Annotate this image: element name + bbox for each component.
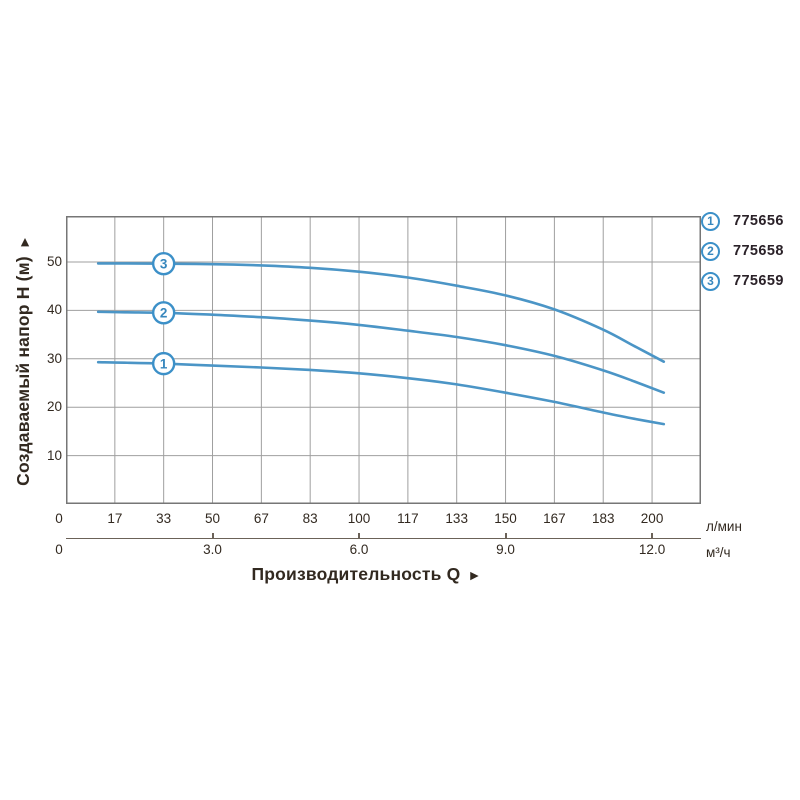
x-tick-label: 83: [302, 511, 318, 526]
secondary-unit-label: м³/ч: [706, 545, 731, 560]
secondary-x-tick-label: 6.0: [349, 542, 369, 557]
legend-item-775659: 3 775659: [701, 271, 784, 291]
legend-label: 775656: [733, 213, 784, 229]
y-tick-label: 10: [46, 447, 62, 463]
curve-marker-number: 2: [160, 306, 168, 321]
secondary-x-tick-label: 0: [55, 542, 63, 557]
plot-area: 1 2 3: [66, 216, 701, 504]
legend-circle-1-icon: 1: [701, 211, 720, 231]
legend-item-775656: 1 775656: [701, 211, 784, 231]
x-tick-label: 200: [640, 511, 664, 526]
legend: 1 775656 2 775658 3 775659: [701, 211, 784, 291]
curve-marker-1-icon: [151, 351, 176, 376]
secondary-axis-tick: [358, 533, 361, 539]
curve-marker-3-icon: [151, 251, 176, 276]
secondary-x-axis-line: [66, 538, 701, 539]
secondary-axis-tick: [504, 533, 507, 539]
secondary-axis-tick: [211, 533, 214, 539]
x-tick-label: 50: [205, 511, 221, 526]
x-axis-arrow-icon: ►: [467, 567, 482, 583]
y-tick-label: 40: [46, 302, 62, 318]
primary-unit-label: л/мин: [706, 519, 742, 534]
legend-circle-3-icon: 3: [701, 271, 720, 291]
x-tick-label: 33: [156, 511, 172, 526]
legend-label: 775658: [733, 243, 784, 259]
x-tick-label: 133: [445, 511, 468, 526]
curve-marker-2-icon: [151, 301, 176, 325]
pump-curve-775656: [96, 360, 666, 426]
y-axis-title-text: Создаваемый напор H (м): [12, 255, 33, 486]
legend-item-775658: 2 775658: [701, 241, 784, 261]
x-axis-title-text: Производительность Q: [251, 564, 461, 584]
y-tick-label: 50: [46, 253, 62, 269]
x-tick-label: 17: [107, 511, 123, 526]
x-axis-title: Производительность Q ►: [66, 564, 667, 585]
curve-marker-number: 3: [160, 256, 168, 271]
curve-marker-number: 1: [160, 356, 168, 371]
x-tick-label: 100: [347, 511, 371, 526]
y-tick-label: 30: [46, 350, 62, 366]
secondary-x-tick-label: 9.0: [496, 542, 515, 557]
secondary-axis-tick: [651, 533, 654, 539]
x-tick-label: 67: [253, 511, 269, 526]
legend-circle-2-icon: 2: [701, 241, 720, 261]
x-tick-label: 150: [494, 511, 517, 526]
y-axis-arrow-icon: ►: [15, 234, 32, 249]
x-tick-label: 0: [55, 511, 63, 526]
y-tick-label: 20: [46, 399, 62, 415]
legend-label: 775659: [733, 273, 784, 289]
x-tick-label: 117: [397, 511, 419, 526]
pump-curve-775658: [96, 310, 666, 394]
x-tick-label: 183: [591, 511, 615, 526]
secondary-x-tick-label: 3.0: [203, 542, 222, 557]
x-tick-label: 167: [543, 511, 566, 526]
plot-border: [66, 216, 701, 504]
secondary-x-tick-label: 12.0: [638, 542, 666, 557]
